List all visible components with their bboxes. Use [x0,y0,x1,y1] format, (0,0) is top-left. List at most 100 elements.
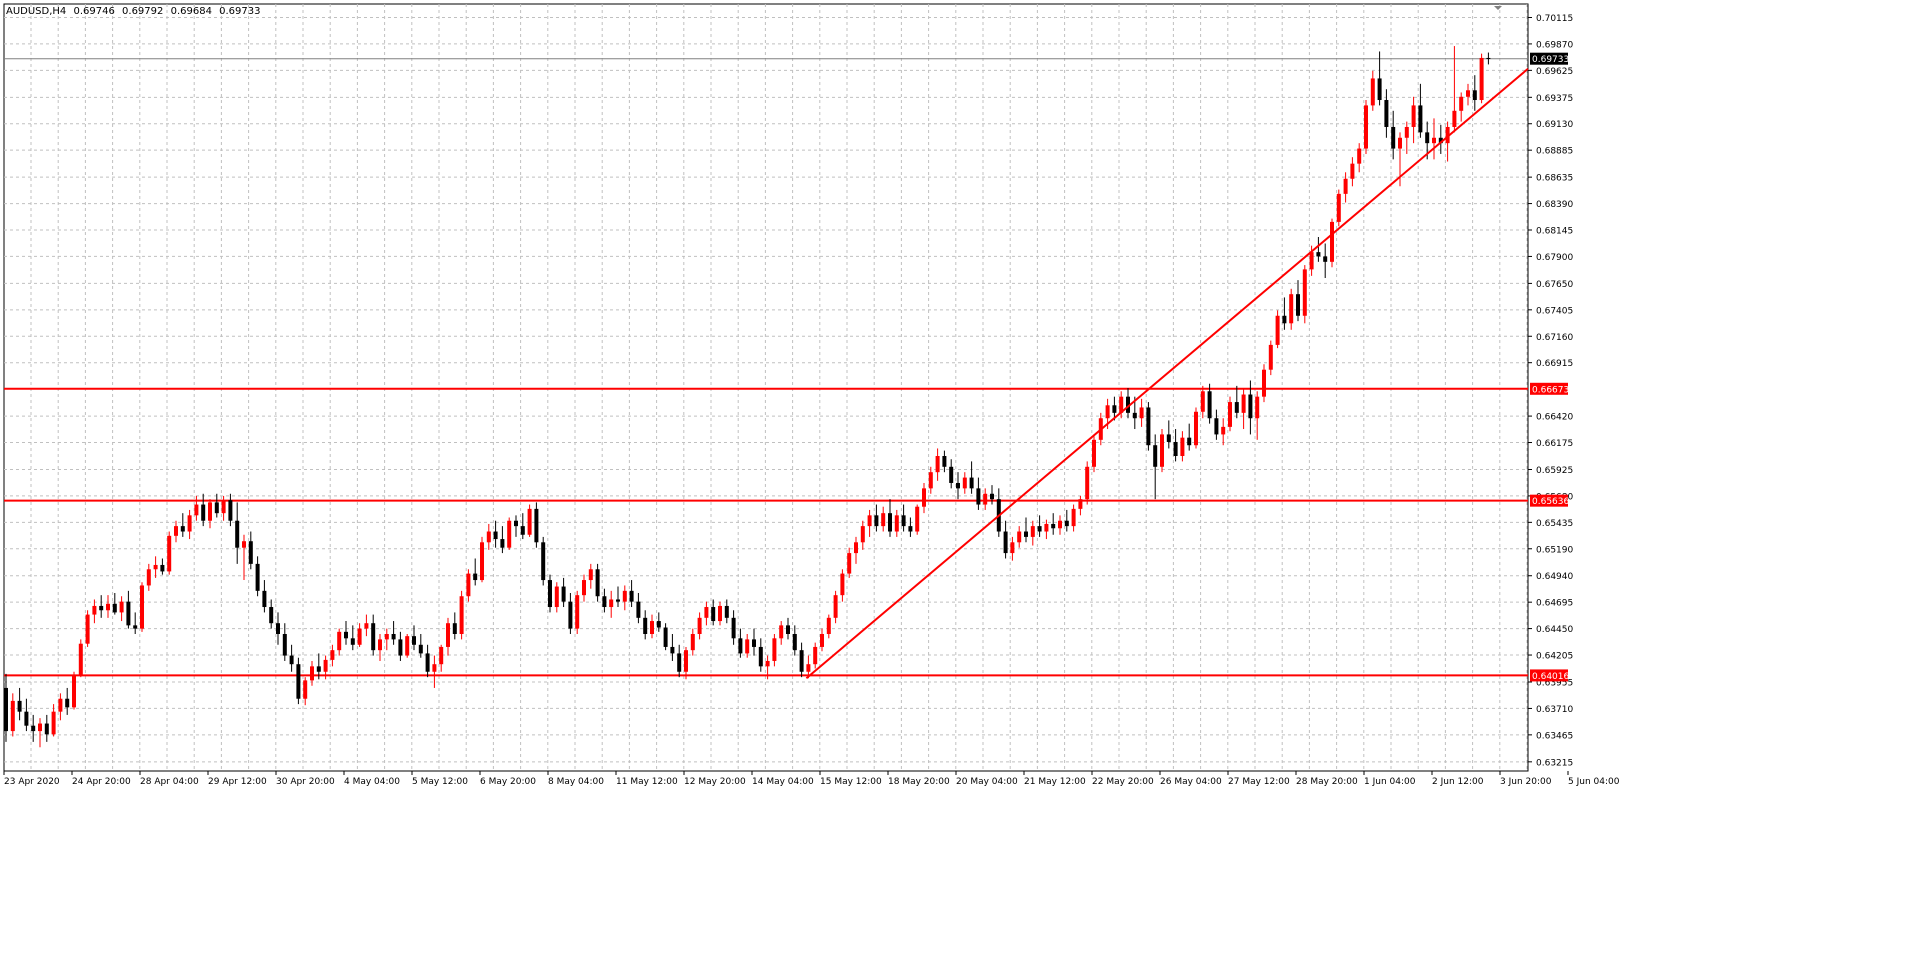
price-tick-label: 0.65925 [1536,466,1573,476]
candle-body [1275,315,1280,345]
price-tick-label: 0.67650 [1536,280,1573,290]
candle-body [1364,105,1368,149]
candle-body [1180,437,1185,457]
candle-body [888,513,892,532]
candle-body [214,502,219,514]
candle-body [452,623,457,634]
time-tick-label: 15 May 12:00 [820,777,882,787]
candle-body [439,646,444,665]
price-axis: 0.70115 0.69870 0.69625 0.69375 0.69130 0.688… [1494,6,1573,768]
candle-body [269,607,274,624]
candle-body [1166,434,1171,442]
candle-body [697,617,702,634]
candle-body [235,520,240,548]
candle-body [1398,137,1402,149]
candle-body [24,711,29,726]
candle-body [58,698,63,712]
candle-body [1262,369,1266,397]
candle-body [1330,221,1334,262]
candle-body [1071,508,1076,527]
high-value: 0.69792 [122,6,164,17]
candle-body [799,650,804,672]
candle-body [847,553,852,574]
candle-body [78,643,83,675]
candle-body [915,506,920,532]
time-tick-label: 2 Jun 12:00 [1432,777,1484,787]
price-tick-label: 0.63465 [1536,731,1573,741]
candle-body [602,596,607,608]
price-tick-label: 0.70115 [1536,14,1573,24]
candle-body [1445,126,1450,144]
candle-body [1078,499,1083,509]
candle-body [1024,531,1028,537]
candle-body [514,520,518,527]
candle-body [840,573,845,596]
candle-body [554,586,559,608]
price-tick-label: 0.63710 [1536,705,1573,715]
last-price-label: 0.69733 [1532,55,1569,65]
trendlines[interactable] [805,67,1529,679]
price-tick-label: 0.63215 [1536,758,1573,768]
time-tick-label: 18 May 20:00 [888,777,950,787]
candle-body [344,631,348,639]
level-price-tag [1530,382,1568,395]
candle-body [208,502,212,521]
candle-body [881,513,886,527]
candle-body [72,674,76,708]
candle-body [140,585,144,629]
candle-body [1350,163,1355,179]
time-axis: 23 Apr 2020 24 Apr 20:00 28 Apr 04:00 29 Ap… [3,771,1620,787]
candle-body [1316,252,1321,257]
candle-body [1459,96,1464,111]
candle-body [1194,411,1198,446]
candle-body [568,601,573,629]
candle-body [976,488,981,505]
low-value: 0.69684 [170,6,212,17]
candle-body [255,563,260,591]
candle-body [731,617,736,639]
candle-body [1112,405,1117,413]
candle-body [310,666,314,681]
last-price-tag [1530,52,1568,65]
level-price-label: 0.64016 [1532,672,1569,682]
candle-body [1418,105,1423,133]
candle-body [595,569,600,597]
candle-body [248,541,253,564]
candle-body [1289,294,1294,324]
candle-body [282,633,287,656]
candle-body [1058,520,1062,529]
candle-body [1037,526,1042,532]
price-tick-label: 0.64450 [1536,625,1573,635]
horizontal-levels[interactable] [4,58,1528,677]
candle-body [1377,78,1382,101]
candle-body [575,595,580,629]
candle-body [1452,110,1457,127]
candle-body [677,653,682,672]
candle-body [874,515,879,527]
candle-body [956,482,960,489]
candle-body [1051,523,1056,529]
candle-body [1302,269,1307,316]
candle-body [412,636,416,645]
candle-body [1003,531,1008,554]
candle-body [194,504,199,516]
candle-body [656,621,661,628]
candle-body [1214,418,1219,435]
candle-body [1296,294,1300,316]
candle-body [792,633,797,651]
candle-body [1146,407,1151,446]
candle-body [242,541,246,548]
candle-body [51,711,56,735]
candle-body [65,698,70,708]
candle-body [1153,445,1158,467]
time-tick-label: 1 Jun 04:00 [1364,777,1416,787]
time-tick-label: 5 Jun 04:00 [1568,777,1620,787]
candle-body [1105,405,1110,419]
candle-body [473,573,478,581]
candle-body [990,493,994,500]
candle-body [854,542,858,554]
price-tick-label: 0.68635 [1536,174,1573,184]
candle-body [1139,407,1144,419]
